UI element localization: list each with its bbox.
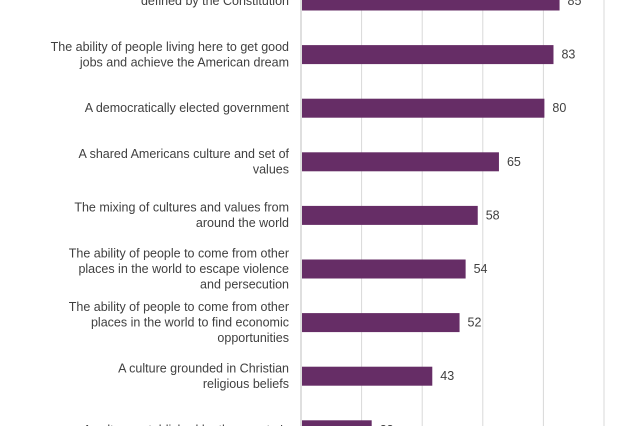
category-label: A shared Americans culture and set of [78,147,289,161]
category-labels: defined by the Constitution The ability o… [51,0,290,426]
data-label: 80 [552,101,566,115]
category-label: places in the world to find economic [91,316,289,330]
bar [302,366,433,386]
bar [302,98,545,118]
category-label: A culture grounded in Christian [118,361,289,375]
data-label: 83 [561,48,575,62]
data-label: 85 [568,0,582,8]
bar [302,45,554,65]
category-label: opportunities [217,331,289,345]
bar [302,152,499,172]
category-label: A democratically elected government [85,101,290,115]
category-label: values [253,163,289,177]
category-label: The ability of people living here to get… [51,40,289,54]
data-label: 58 [486,208,500,222]
bar [302,259,466,279]
bar [302,205,478,225]
data-label: 52 [468,316,482,330]
data-label: 54 [474,262,488,276]
category-label: A culture established by the country's [83,423,289,426]
category-label: religious beliefs [203,377,289,391]
data-label: 65 [507,155,521,169]
category-label: jobs and achieve the American dream [79,55,289,69]
bar [302,0,560,11]
category-label: around the world [196,216,289,230]
category-label: and persecution [200,278,289,292]
value-labels: 85 83 80 65 58 54 52 43 23 [380,0,582,426]
category-label: The mixing of cultures and values from [74,201,289,215]
bar [302,313,460,333]
category-label: places in the world to escape violence [78,262,289,276]
bar [302,420,372,426]
data-label: 43 [440,369,454,383]
data-label: 23 [380,423,394,426]
category-label: The ability of people to come from other [69,247,289,261]
bars [302,0,560,426]
category-label: defined by the Constitution [141,0,289,8]
category-label: The ability of people to come from other [69,300,289,314]
